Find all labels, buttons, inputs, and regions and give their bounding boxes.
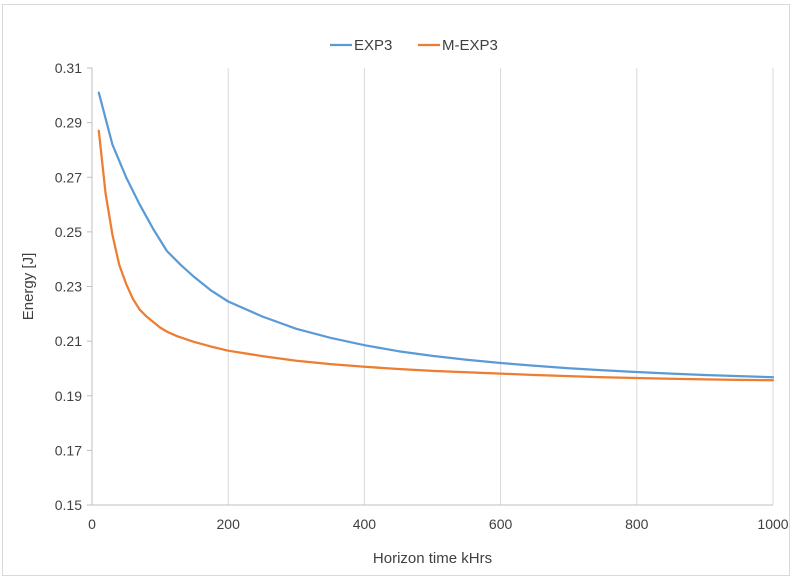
- y-tick-label-5: 0.25: [55, 224, 82, 240]
- y-tick-label-2: 0.19: [55, 388, 82, 404]
- y-tick-label-6: 0.27: [55, 169, 82, 185]
- y-tick-label-0: 0.15: [55, 497, 82, 513]
- legend-label-m-exp3: M-EXP3: [442, 37, 498, 54]
- y-tick-label-7: 0.29: [55, 115, 82, 131]
- y-tick-label-3: 0.21: [55, 333, 82, 349]
- x-tick-label-1: 200: [217, 516, 241, 532]
- y-axis-title: Energy [J]: [20, 253, 37, 321]
- x-tick-label-0: 0: [88, 516, 96, 532]
- series-line-m-exp3: [97, 129, 775, 382]
- legend-label-exp3: EXP3: [354, 37, 392, 54]
- series-lines: [97, 91, 775, 382]
- gridlines: [227, 68, 774, 505]
- y-tick-label-8: 0.31: [55, 60, 82, 76]
- legend: EXP3 M-EXP3: [330, 37, 498, 54]
- chart-frame: [2, 4, 790, 576]
- y-tick-label-1: 0.17: [55, 442, 82, 458]
- x-tick-label-5: 1000: [757, 516, 788, 532]
- x-tick-label-3: 600: [489, 516, 513, 532]
- axes: 0.15 0.17 0.19 0.21 0.23 0.25 0.27 0.29 0.31 0 200…: [55, 60, 789, 532]
- y-tick-label-4: 0.23: [55, 279, 82, 295]
- x-tick-label-4: 800: [625, 516, 649, 532]
- x-tick-label-2: 400: [353, 516, 377, 532]
- x-axis-title: Horizon time kHrs: [373, 550, 492, 567]
- series-line-exp3: [97, 91, 775, 379]
